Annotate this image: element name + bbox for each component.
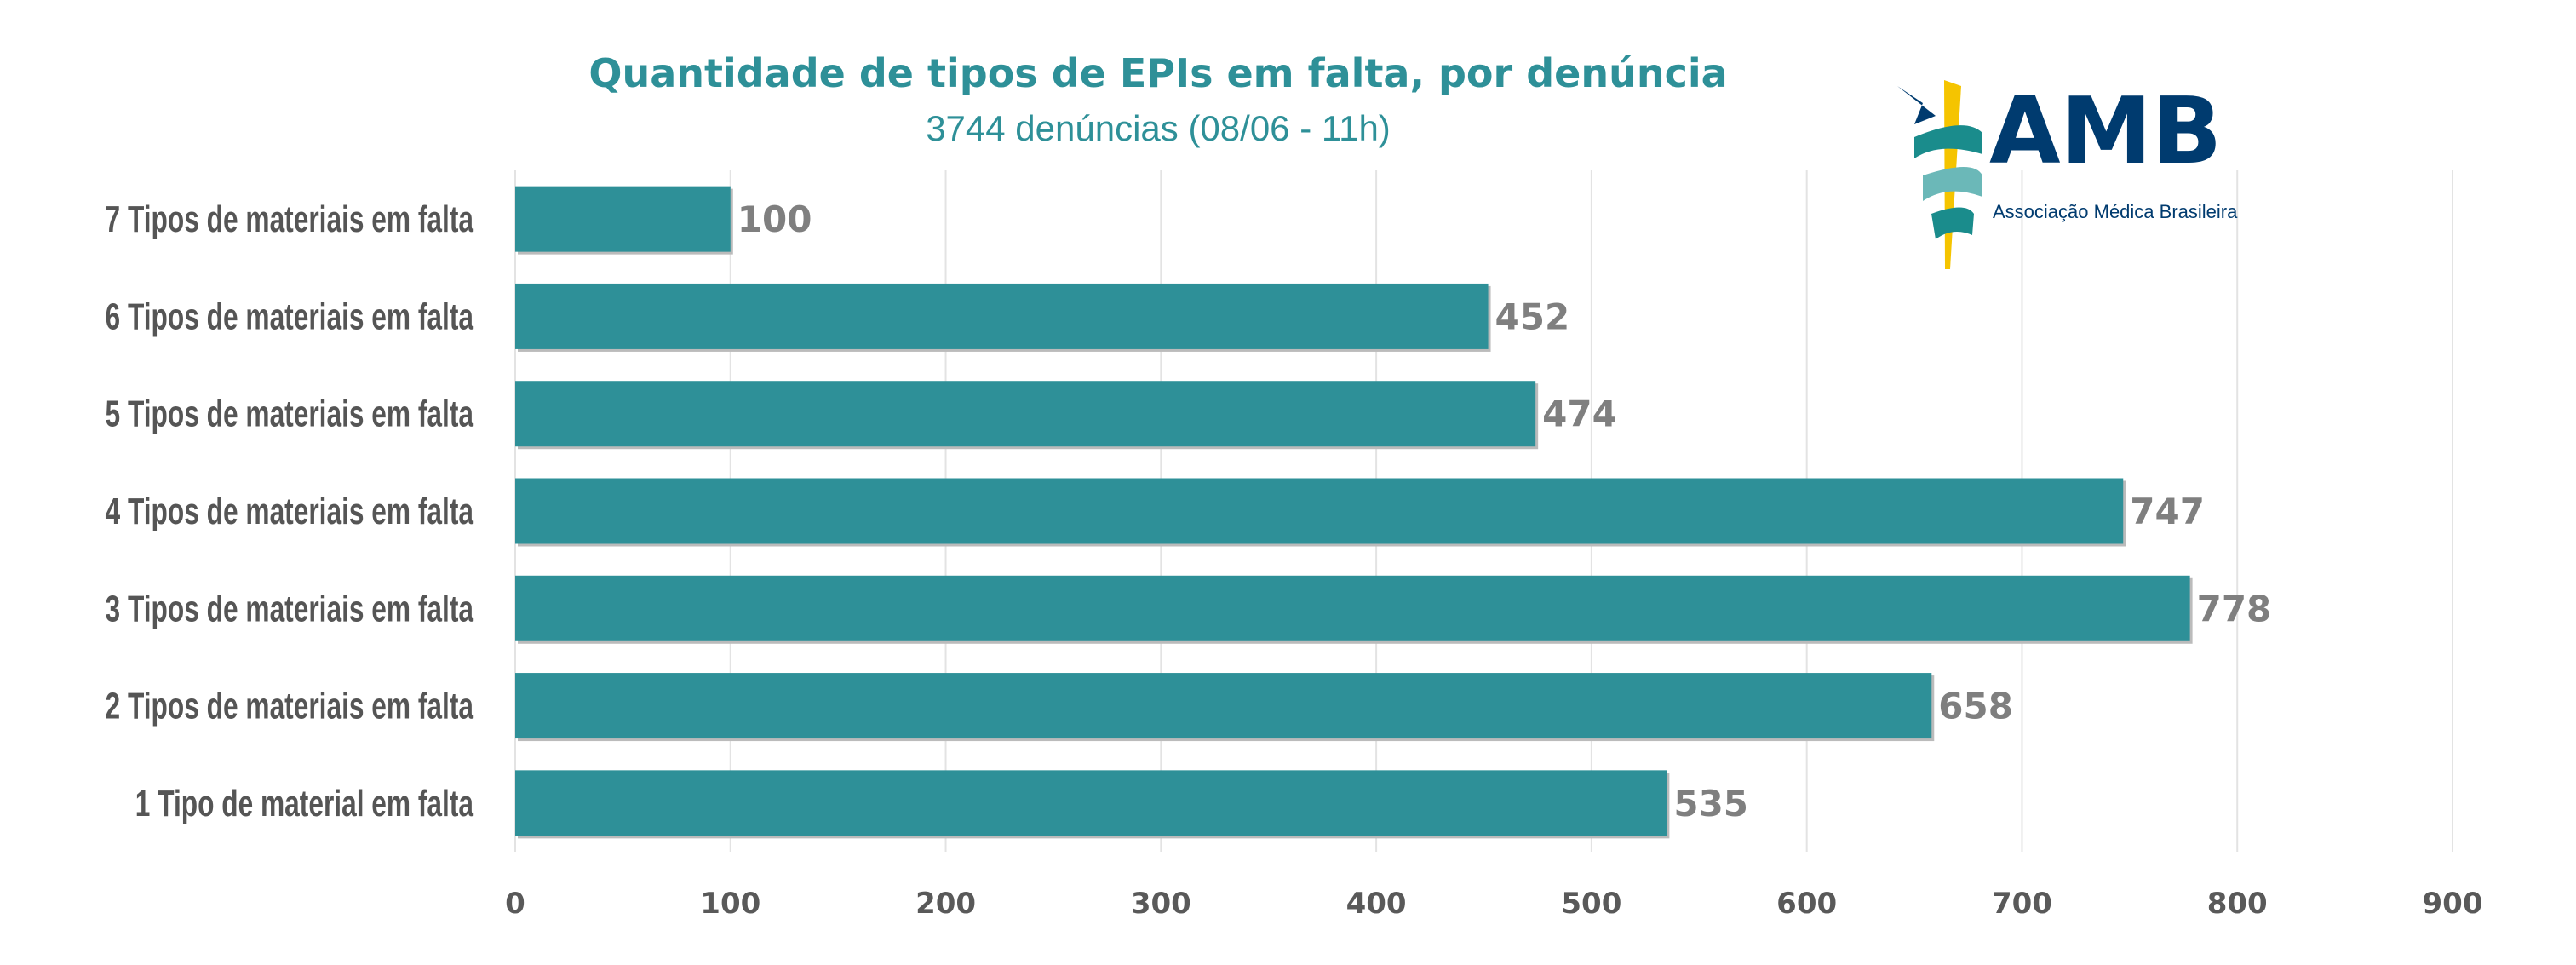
- x-tick-label: 800: [2207, 887, 2268, 921]
- logo-tagline: Associação Médica Brasileira: [1993, 201, 2238, 222]
- x-tick-label: 0: [505, 887, 525, 921]
- x-tick-label: 400: [1346, 887, 1407, 921]
- bar: [515, 575, 2190, 641]
- x-tick-label: 200: [915, 887, 976, 921]
- data-label: 100: [737, 198, 812, 240]
- chart-title: Quantidade de tipos de EPIs em falta, po…: [588, 50, 1727, 96]
- logo-ribbon-3: [1931, 207, 1974, 239]
- logo-snake-head: [1897, 86, 1936, 124]
- x-tick-label: 300: [1131, 887, 1191, 921]
- x-tick-label: 700: [1992, 887, 2052, 921]
- data-label: 747: [2130, 491, 2205, 532]
- logo-ribbon: [1914, 125, 1982, 158]
- data-label: 535: [1673, 783, 1748, 824]
- bar: [515, 381, 1536, 447]
- logo-text: AMB: [1989, 78, 2222, 185]
- bar: [515, 770, 1667, 836]
- bar: [515, 186, 731, 252]
- data-label: 452: [1495, 296, 1570, 337]
- amb-logo: AMB Associação Médica Brasileira: [1897, 78, 2238, 269]
- category-label: 7 Tipos de materiais em falta: [106, 198, 474, 240]
- x-axis-ticks: 0 100 200 300 400 500 600 700 800 900: [505, 887, 2482, 921]
- x-tick-label: 600: [1776, 887, 1837, 921]
- bar: [515, 283, 1489, 349]
- bars: 100 452 474 747 778 658 535: [515, 186, 2272, 839]
- category-label: 2 Tipos de materiais em falta: [106, 686, 474, 727]
- x-tick-label: 500: [1561, 887, 1621, 921]
- category-label: 4 Tipos de materiais em falta: [106, 491, 474, 532]
- category-labels: 7 Tipos de materiais em falta 6 Tipos de …: [106, 198, 474, 824]
- x-tick-label: 100: [700, 887, 760, 921]
- x-tick-label: 900: [2423, 887, 2483, 921]
- category-label: 5 Tipos de materiais em falta: [106, 393, 474, 435]
- logo-ribbon-2: [1923, 167, 1982, 201]
- category-label: 1 Tipo de material em falta: [135, 783, 474, 824]
- bar: [515, 673, 1932, 739]
- data-label: 474: [1542, 393, 1617, 435]
- category-label: 6 Tipos de materiais em falta: [106, 296, 474, 337]
- bar: [515, 478, 2124, 544]
- data-label: 778: [2197, 588, 2272, 629]
- chart-subtitle: 3744 denúncias (08/06 - 11h): [926, 108, 1391, 148]
- category-label: 3 Tipos de materiais em falta: [106, 588, 474, 629]
- data-label: 658: [1938, 686, 2013, 727]
